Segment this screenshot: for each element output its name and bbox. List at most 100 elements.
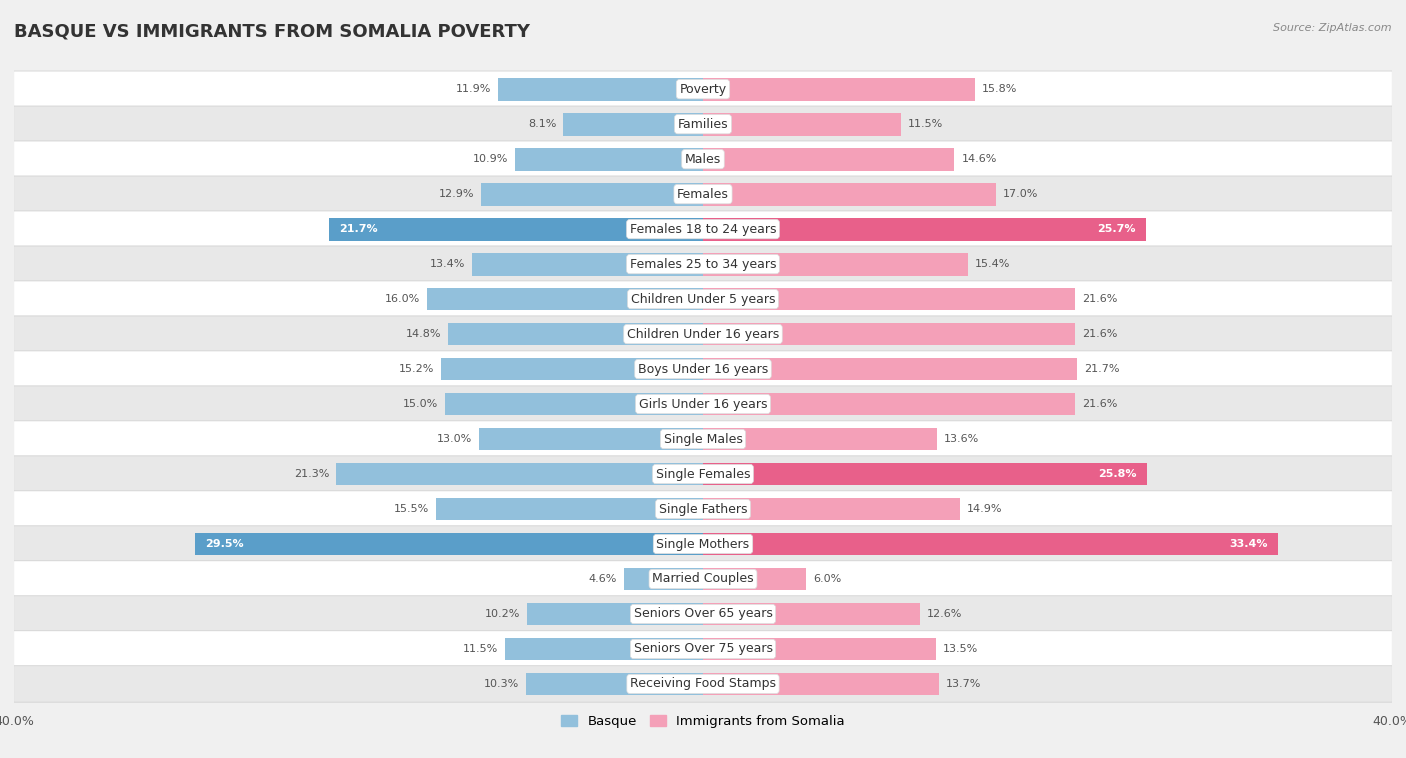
FancyBboxPatch shape xyxy=(14,666,1392,702)
Text: 14.9%: 14.9% xyxy=(966,504,1002,514)
Text: Poverty: Poverty xyxy=(679,83,727,96)
FancyBboxPatch shape xyxy=(14,456,1392,492)
Text: 29.5%: 29.5% xyxy=(205,539,243,549)
Text: 11.9%: 11.9% xyxy=(456,84,491,94)
Text: 21.3%: 21.3% xyxy=(294,469,329,479)
Bar xyxy=(703,462,1147,485)
Bar xyxy=(449,323,703,346)
Text: Children Under 5 years: Children Under 5 years xyxy=(631,293,775,305)
Text: Single Fathers: Single Fathers xyxy=(659,503,747,515)
FancyBboxPatch shape xyxy=(14,526,1392,562)
Text: Source: ZipAtlas.com: Source: ZipAtlas.com xyxy=(1274,23,1392,33)
Text: 4.6%: 4.6% xyxy=(589,574,617,584)
Text: 15.2%: 15.2% xyxy=(399,364,434,374)
Text: 12.6%: 12.6% xyxy=(927,609,962,619)
Bar xyxy=(329,218,703,240)
Bar xyxy=(441,358,703,381)
Text: Married Couples: Married Couples xyxy=(652,572,754,585)
Bar xyxy=(564,113,703,136)
Text: 21.7%: 21.7% xyxy=(340,224,378,234)
Bar xyxy=(703,498,960,521)
Text: 14.8%: 14.8% xyxy=(406,329,441,339)
Bar xyxy=(703,637,935,660)
Text: 6.0%: 6.0% xyxy=(813,574,841,584)
Bar xyxy=(703,393,1076,415)
Text: 13.6%: 13.6% xyxy=(945,434,980,444)
Bar xyxy=(436,498,703,521)
Text: 15.5%: 15.5% xyxy=(394,504,429,514)
Bar xyxy=(472,252,703,275)
Text: Boys Under 16 years: Boys Under 16 years xyxy=(638,362,768,375)
FancyBboxPatch shape xyxy=(14,281,1392,318)
Text: 15.0%: 15.0% xyxy=(402,399,437,409)
Bar xyxy=(703,603,920,625)
Bar xyxy=(703,113,901,136)
Text: 12.9%: 12.9% xyxy=(439,190,474,199)
Text: 13.4%: 13.4% xyxy=(430,259,465,269)
Text: 13.0%: 13.0% xyxy=(437,434,472,444)
Text: 17.0%: 17.0% xyxy=(1002,190,1038,199)
Text: 15.4%: 15.4% xyxy=(976,259,1011,269)
Bar xyxy=(703,568,807,590)
Text: 10.3%: 10.3% xyxy=(484,679,519,689)
Text: 8.1%: 8.1% xyxy=(529,119,557,129)
FancyBboxPatch shape xyxy=(14,421,1392,457)
FancyBboxPatch shape xyxy=(14,316,1392,352)
FancyBboxPatch shape xyxy=(14,106,1392,143)
Bar xyxy=(427,288,703,311)
Text: 16.0%: 16.0% xyxy=(385,294,420,304)
Text: Single Females: Single Females xyxy=(655,468,751,481)
Text: Single Mothers: Single Mothers xyxy=(657,537,749,550)
Text: 21.6%: 21.6% xyxy=(1083,329,1118,339)
Text: Girls Under 16 years: Girls Under 16 years xyxy=(638,398,768,411)
Bar xyxy=(703,533,1278,556)
Bar xyxy=(195,533,703,556)
Text: 13.7%: 13.7% xyxy=(946,679,981,689)
Text: Seniors Over 65 years: Seniors Over 65 years xyxy=(634,607,772,621)
Text: 21.6%: 21.6% xyxy=(1083,294,1118,304)
Bar xyxy=(703,218,1146,240)
Legend: Basque, Immigrants from Somalia: Basque, Immigrants from Somalia xyxy=(555,709,851,733)
FancyBboxPatch shape xyxy=(14,491,1392,528)
FancyBboxPatch shape xyxy=(14,631,1392,667)
Text: 10.9%: 10.9% xyxy=(472,154,509,164)
Bar xyxy=(505,637,703,660)
Bar xyxy=(703,252,969,275)
Text: 13.5%: 13.5% xyxy=(942,644,977,654)
Bar xyxy=(481,183,703,205)
FancyBboxPatch shape xyxy=(14,351,1392,387)
Text: 33.4%: 33.4% xyxy=(1229,539,1268,549)
Bar xyxy=(526,672,703,695)
Bar xyxy=(444,393,703,415)
Bar xyxy=(479,428,703,450)
Text: Seniors Over 75 years: Seniors Over 75 years xyxy=(634,643,772,656)
Bar xyxy=(527,603,703,625)
Bar xyxy=(624,568,703,590)
FancyBboxPatch shape xyxy=(14,561,1392,597)
Bar xyxy=(703,288,1076,311)
Bar xyxy=(703,323,1076,346)
FancyBboxPatch shape xyxy=(14,596,1392,632)
Bar xyxy=(703,183,995,205)
Bar xyxy=(703,358,1077,381)
Text: Single Males: Single Males xyxy=(664,433,742,446)
Text: Families: Families xyxy=(678,117,728,130)
Text: 10.2%: 10.2% xyxy=(485,609,520,619)
Text: 11.5%: 11.5% xyxy=(908,119,943,129)
Text: Females: Females xyxy=(678,188,728,201)
Text: 21.7%: 21.7% xyxy=(1084,364,1119,374)
Text: Males: Males xyxy=(685,152,721,166)
FancyBboxPatch shape xyxy=(14,246,1392,282)
Text: Receiving Food Stamps: Receiving Food Stamps xyxy=(630,678,776,691)
Bar xyxy=(703,78,976,101)
FancyBboxPatch shape xyxy=(14,386,1392,422)
FancyBboxPatch shape xyxy=(14,176,1392,212)
Bar xyxy=(515,148,703,171)
Bar xyxy=(703,672,939,695)
Text: 11.5%: 11.5% xyxy=(463,644,498,654)
Text: 14.6%: 14.6% xyxy=(962,154,997,164)
Text: 15.8%: 15.8% xyxy=(981,84,1018,94)
Text: Children Under 16 years: Children Under 16 years xyxy=(627,327,779,340)
Text: 21.6%: 21.6% xyxy=(1083,399,1118,409)
FancyBboxPatch shape xyxy=(14,141,1392,177)
